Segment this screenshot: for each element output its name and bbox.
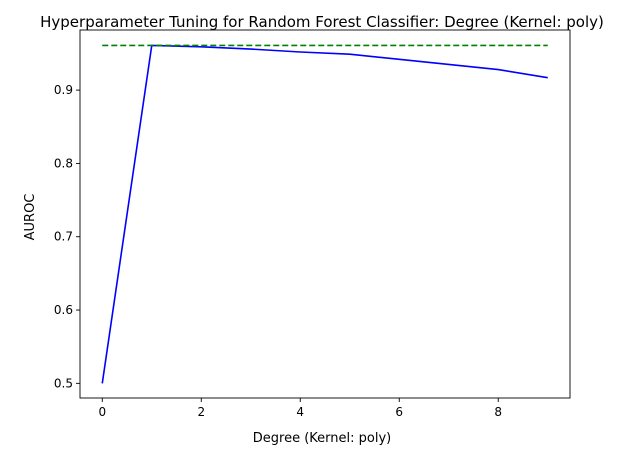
x-tick-label: 2 (197, 405, 205, 419)
y-tick-label: 0.7 (54, 230, 73, 244)
x-axis-label: Degree (Kernel: poly) (253, 431, 391, 446)
axes-frame (79, 29, 571, 399)
y-tick-label: 0.8 (54, 156, 73, 170)
x-tick-label: 4 (296, 405, 304, 419)
x-tick-label: 6 (395, 405, 403, 419)
plot-area: 0 2 4 6 8 0.5 0.6 0.7 0.8 0.9 (54, 29, 571, 419)
chart-title: Hyperparameter Tuning for Random Forest … (40, 13, 604, 31)
y-tick-label: 0.5 (54, 376, 73, 390)
y-axis-label: AUROC (23, 194, 38, 241)
x-tick-label: 8 (494, 405, 502, 419)
y-tick-label: 0.6 (54, 303, 73, 317)
y-tick-label: 0.9 (54, 83, 73, 97)
x-tick-label: 0 (98, 405, 106, 419)
